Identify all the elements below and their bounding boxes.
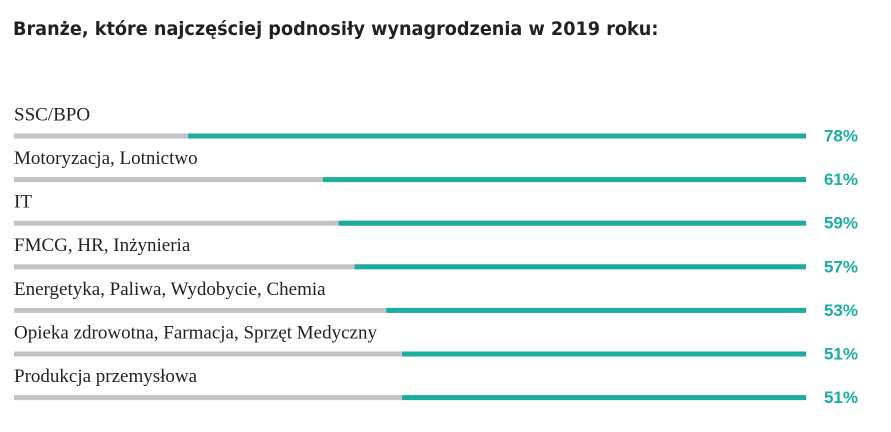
value-label: 78% — [824, 126, 858, 145]
bar — [188, 133, 807, 139]
value-label: 57% — [824, 257, 858, 276]
bar — [354, 264, 806, 270]
bar — [402, 351, 806, 357]
bar — [402, 395, 806, 401]
category-label: FMCG, HR, Inżynieria — [14, 235, 191, 256]
category-label: SSC/BPO — [14, 104, 90, 125]
category-label: Energetyka, Paliwa, Wydobycie, Chemia — [14, 279, 326, 300]
value-label: 61% — [824, 170, 858, 189]
value-label: 59% — [824, 214, 858, 233]
category-label: Produkcja przemysłowa — [14, 366, 198, 387]
bar — [338, 220, 806, 226]
bar — [386, 307, 806, 313]
chart-title: Branże, które najczęściej podnosiły wyna… — [13, 19, 658, 41]
value-label: 51% — [824, 344, 858, 363]
category-label: Motoryzacja, Lotnictwo — [14, 148, 198, 169]
bar — [322, 177, 806, 183]
category-label: Opieka zdrowotna, Farmacja, Sprzęt Medyc… — [14, 322, 377, 343]
value-label: 53% — [824, 301, 858, 320]
value-label: 51% — [824, 388, 858, 407]
category-label: IT — [14, 192, 32, 213]
